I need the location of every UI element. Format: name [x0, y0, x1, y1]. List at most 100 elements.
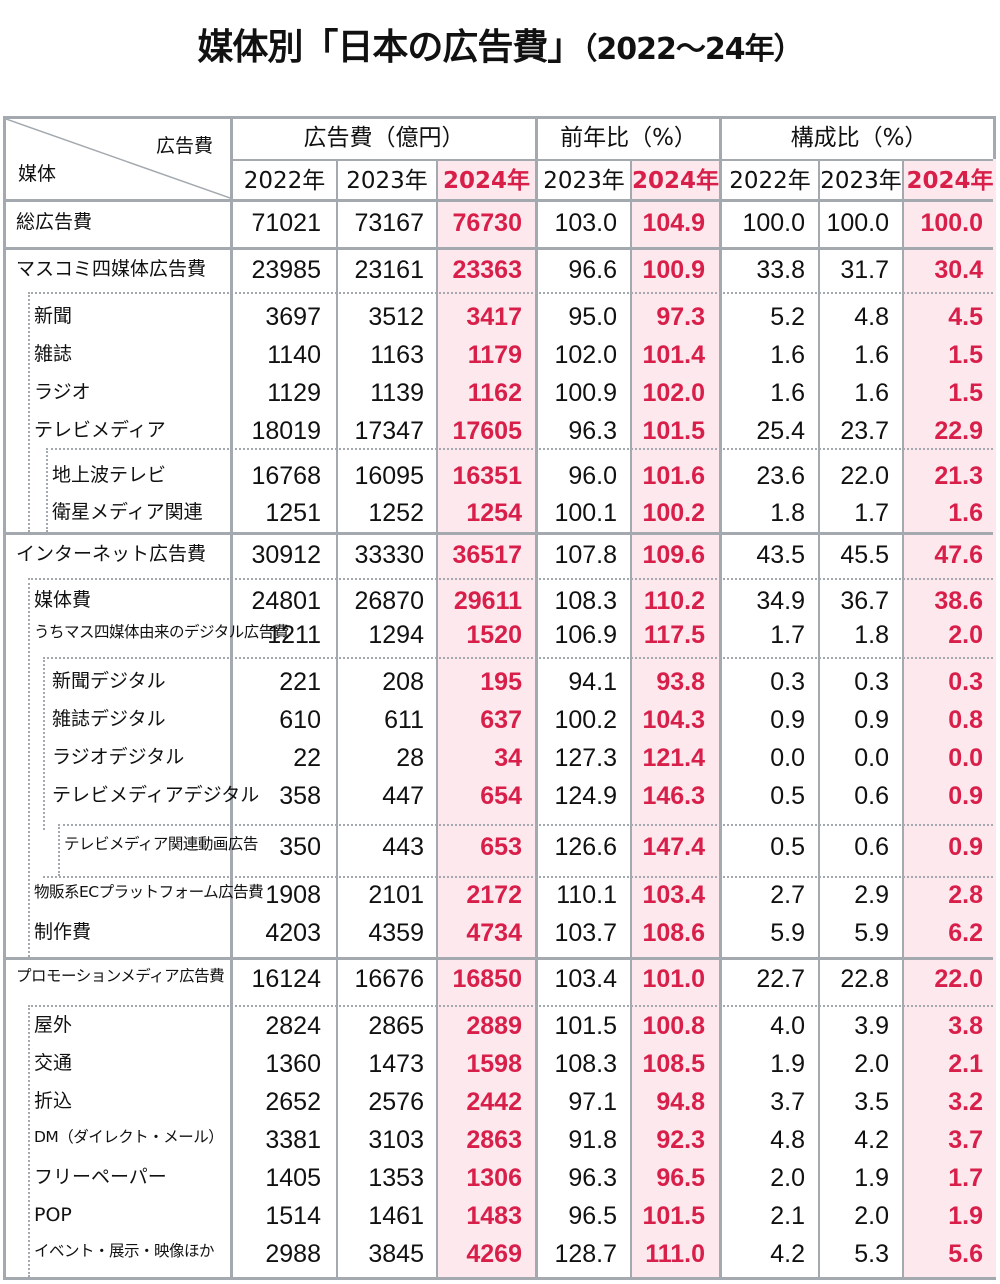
title-main: 媒体別「日本の広告費」: [197, 27, 583, 68]
table-cell: 106.9: [554, 621, 617, 649]
table-cell: 101.5: [642, 1202, 705, 1230]
group-dash: [28, 578, 30, 957]
table-cell: 23363: [452, 256, 522, 284]
row-label: 折込: [34, 1090, 73, 1112]
corner-label-media: 媒体: [18, 163, 57, 185]
table-cell: 23.6: [756, 462, 805, 490]
table-cell: 29611: [453, 587, 522, 615]
table-cell: 4.8: [770, 1126, 805, 1154]
table-cell: 97.1: [568, 1088, 617, 1116]
row-divider: [6, 532, 993, 535]
table-cell: 100.9: [642, 256, 705, 284]
table-cell: 30912: [251, 541, 321, 569]
table-cell: 1179: [467, 341, 522, 369]
table-cell: 34: [494, 744, 522, 772]
table-cell: 25.4: [756, 417, 805, 445]
table-cell: 443: [382, 833, 424, 861]
table-cell: 2652: [265, 1088, 321, 1116]
table-cell: 121.4: [642, 744, 705, 772]
table-cell: 103.4: [642, 881, 705, 909]
table-cell: 16351: [452, 462, 522, 490]
table-cell: 4269: [466, 1240, 522, 1268]
table-cell: 3.9: [854, 1012, 889, 1040]
table-cell: 0.5: [770, 782, 805, 810]
table-cell: 22.8: [840, 965, 889, 993]
table-cell: 23161: [354, 256, 424, 284]
table-cell: 6.2: [948, 919, 983, 947]
row-label: プロモーションメディア広告費: [16, 967, 225, 985]
table-cell: 0.0: [770, 744, 805, 772]
table-cell: 3103: [368, 1126, 424, 1154]
table-cell: 1.6: [770, 341, 805, 369]
table-cell: 0.0: [854, 744, 889, 772]
table-cell: 5.6: [948, 1240, 983, 1268]
table-cell: 103.4: [554, 965, 617, 993]
table-cell: 3.2: [948, 1088, 983, 1116]
table-cell: 17347: [354, 417, 424, 445]
table-cell: 0.0: [948, 744, 983, 772]
table-cell: 96.3: [568, 417, 617, 445]
table-cell: 2863: [466, 1126, 522, 1154]
table-cell: 4.5: [948, 303, 983, 331]
table-cell: 126.6: [554, 833, 617, 861]
table-cell: 221: [279, 668, 321, 696]
row-label: 新聞: [34, 305, 73, 327]
table-cell: 71021: [251, 209, 321, 237]
title-sub: （2022～24年）: [582, 32, 803, 67]
corner-label-ad-expense: 広告費: [156, 135, 214, 157]
table-cell: 1306: [466, 1164, 522, 1192]
table-cell: 33330: [354, 541, 424, 569]
table-cell: 38.6: [934, 587, 983, 615]
row-label: 総広告費: [16, 211, 93, 233]
table-cell: 610: [279, 706, 321, 734]
table-cell: 3697: [265, 303, 321, 331]
table-cell: 0.8: [948, 706, 983, 734]
year-header: 2024年: [632, 168, 720, 194]
table-cell: 3.8: [948, 1012, 983, 1040]
table-cell: 0.5: [770, 833, 805, 861]
row-divider: [6, 957, 993, 960]
table-cell: 4.8: [854, 303, 889, 331]
table-cell: 92.3: [656, 1126, 705, 1154]
table-cell: 1483: [466, 1202, 522, 1230]
table-cell: 103.0: [554, 209, 617, 237]
diagonal-corner-line: [6, 119, 233, 199]
col-divider: [336, 159, 338, 1277]
table-cell: 5.3: [854, 1240, 889, 1268]
table-cell: 101.5: [642, 417, 705, 445]
table-cell: 108.6: [642, 919, 705, 947]
table-cell: 2101: [368, 881, 424, 909]
col-divider: [719, 119, 722, 1277]
table-cell: 5.2: [770, 303, 805, 331]
table-cell: 2.0: [770, 1164, 805, 1192]
group-dash: [43, 876, 993, 878]
table-cell: 637: [480, 706, 522, 734]
row-label: 雑誌デジタル: [52, 708, 166, 730]
table-cell: 23.7: [840, 417, 889, 445]
table-cell: 5.9: [770, 919, 805, 947]
table-cell: 2865: [368, 1012, 424, 1040]
table-cell: 447: [382, 782, 424, 810]
table-cell: 127.3: [554, 744, 617, 772]
col-divider: [230, 119, 233, 1277]
table-cell: 100.0: [920, 209, 983, 237]
row-label: DM（ダイレクト・メール）: [34, 1128, 224, 1146]
table-cell: 2.7: [770, 881, 805, 909]
col-divider: [818, 159, 820, 1277]
table-cell: 0.9: [854, 706, 889, 734]
table-cell: 107.8: [554, 541, 617, 569]
row-label: マスコミ四媒体広告費: [16, 258, 207, 280]
table-cell: 96.0: [568, 462, 617, 490]
row-label: うちマス四媒体由来のデジタル広告費: [34, 623, 289, 641]
table-cell: 18019: [251, 417, 321, 445]
table-cell: 1252: [368, 499, 424, 527]
row-label: ラジオデジタル: [52, 746, 185, 768]
year-header: 2022年: [243, 168, 326, 194]
table-cell: 124.9: [554, 782, 617, 810]
table-cell: 3845: [368, 1240, 424, 1268]
table-cell: 1.6: [854, 379, 889, 407]
table-cell: 101.5: [554, 1012, 617, 1040]
table-cell: 1461: [368, 1202, 424, 1230]
table-cell: 34.9: [756, 587, 805, 615]
table-cell: 0.3: [854, 668, 889, 696]
